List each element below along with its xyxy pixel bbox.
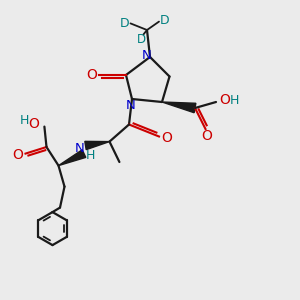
Polygon shape (85, 141, 110, 150)
Text: H: H (20, 113, 30, 127)
Text: O: O (219, 94, 230, 107)
Text: H: H (230, 94, 240, 107)
Text: D: D (160, 14, 170, 28)
Text: N: N (142, 49, 152, 62)
Text: O: O (28, 117, 39, 130)
Text: D: D (120, 17, 129, 30)
Text: N: N (75, 142, 84, 155)
Text: D: D (137, 33, 146, 46)
Text: O: O (202, 129, 212, 142)
Text: O: O (86, 68, 97, 82)
Polygon shape (162, 102, 196, 113)
Text: O: O (161, 131, 172, 145)
Polygon shape (58, 150, 86, 166)
Text: N: N (126, 99, 135, 112)
Text: O: O (13, 148, 23, 162)
Text: H: H (86, 149, 95, 162)
